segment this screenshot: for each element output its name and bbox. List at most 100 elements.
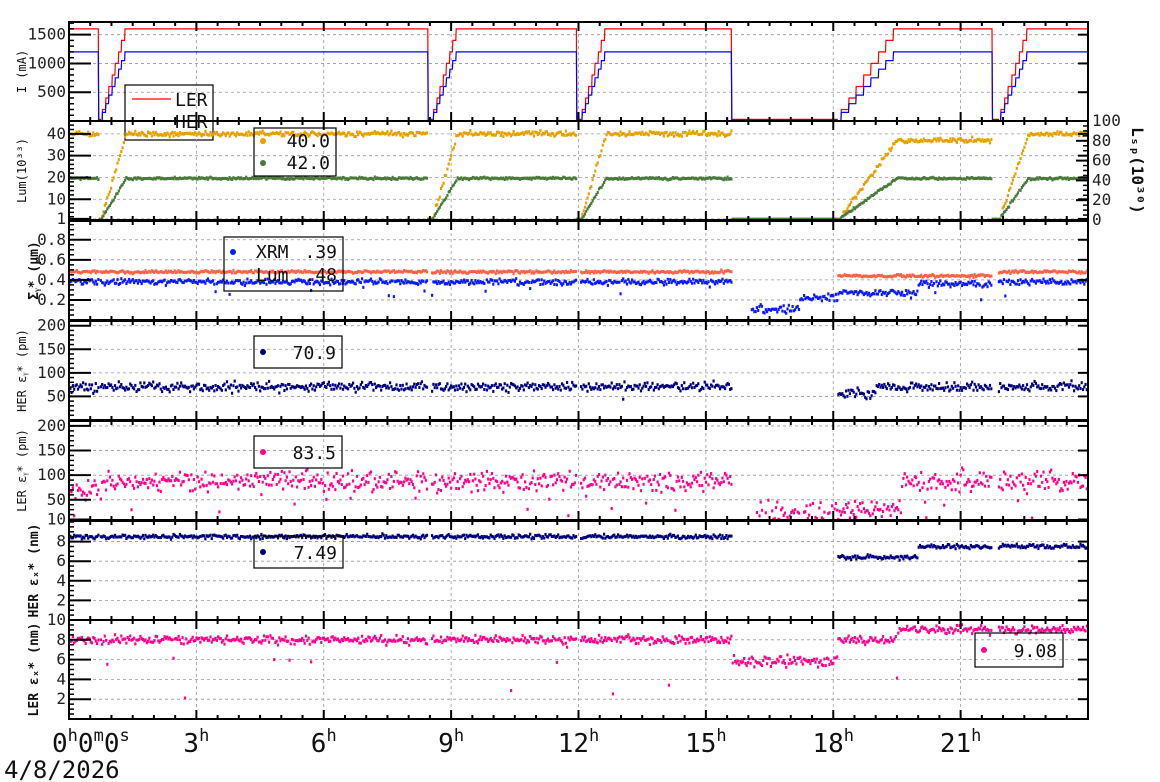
data-point-xrm	[527, 280, 530, 284]
data-point-lum	[169, 269, 173, 273]
data-point-ler	[567, 514, 570, 518]
data-point-her	[652, 388, 655, 392]
legend-marker	[230, 249, 236, 255]
data-point-ler	[354, 485, 357, 489]
data-point-ler	[83, 491, 86, 495]
data-point-lum	[343, 269, 346, 273]
data-point-lum	[224, 134, 227, 138]
data-point-lum	[447, 269, 450, 273]
data-point-lum	[96, 132, 99, 136]
data-point-lsp	[527, 177, 530, 181]
data-point-lum	[842, 210, 845, 214]
data-point-ler	[780, 508, 783, 512]
data-point-lsp	[330, 177, 333, 181]
data-point-lum	[564, 269, 567, 273]
data-point-ler	[706, 473, 709, 477]
data-point-lsp	[326, 176, 329, 180]
data-point-xrm	[362, 285, 365, 289]
data-point-lum	[107, 270, 110, 274]
data-point-her	[485, 388, 488, 392]
data-point-lsp	[107, 205, 110, 209]
data-point-her	[879, 385, 882, 389]
data-point-lum	[517, 133, 520, 136]
data-point-xrm	[447, 280, 450, 284]
data-point-xrm	[520, 281, 523, 285]
data-point-ler	[169, 479, 173, 483]
data-point-lum	[218, 133, 221, 137]
data-point-lum	[634, 131, 637, 135]
data-point-lum	[637, 270, 640, 274]
data-point-lum	[659, 133, 662, 136]
data-point-lsp	[176, 177, 179, 180]
data-point-lum	[357, 269, 360, 273]
data-point-lum	[283, 270, 286, 274]
data-point-ler	[586, 484, 589, 488]
data-point-xrm	[999, 279, 1002, 283]
data-point-lsp	[401, 176, 404, 180]
data-point-ler	[145, 478, 148, 481]
data-point-lsp	[881, 186, 885, 190]
data-point-her	[592, 387, 595, 391]
data-point-xrm	[960, 284, 964, 288]
data-point-xrm	[611, 281, 615, 285]
data-point-lum	[168, 270, 171, 274]
data-point-lsp	[647, 177, 650, 181]
data-point-lum	[694, 269, 697, 273]
data-point-xrm	[797, 308, 801, 311]
data-point-lsp	[238, 177, 241, 181]
data-point-xrm	[163, 278, 166, 282]
data-point-lsp	[902, 176, 905, 180]
data-point-lum	[543, 132, 546, 136]
data-point-lum	[555, 271, 558, 275]
data-point-ler	[403, 480, 406, 484]
data-point-lsp	[539, 176, 542, 180]
data-point-lum	[261, 270, 264, 274]
data-point-her	[697, 382, 700, 386]
data-point-xrm	[898, 291, 901, 295]
data-point-ler	[713, 481, 716, 485]
data-point-ler	[781, 506, 784, 510]
data-point-xrm	[456, 280, 459, 284]
data-point-lum	[964, 138, 967, 142]
data-point-lum	[712, 271, 715, 275]
data-point-lsp	[298, 176, 301, 180]
data-point-lsp	[955, 177, 958, 181]
data-point-xrm	[718, 280, 722, 283]
data-point-her	[903, 386, 906, 390]
data-point-ler	[152, 483, 155, 487]
data-point-lum	[693, 132, 696, 135]
data-point-her	[181, 384, 184, 388]
data-point-lum	[575, 269, 578, 273]
data-point-lum	[455, 270, 458, 274]
data-point-ler	[148, 477, 151, 481]
data-point-ler	[389, 487, 392, 490]
data-point-ler	[727, 481, 730, 485]
data-point-xrm	[204, 281, 207, 285]
data-point-lum	[371, 270, 374, 274]
data-point-xrm	[828, 298, 831, 302]
data-point-lum	[1056, 130, 1059, 134]
data-point-lum	[518, 271, 522, 275]
data-point-lum	[135, 270, 138, 274]
data-point-lum	[316, 134, 319, 138]
series-layer	[69, 466, 1088, 520]
data-point-lsp	[676, 176, 680, 180]
data-point-lsp	[499, 176, 502, 180]
data-point-ler	[627, 485, 630, 489]
data-point-xrm	[541, 282, 544, 286]
data-point-lum	[875, 274, 878, 278]
data-point-lum	[496, 269, 499, 273]
data-point-her	[172, 388, 175, 391]
data-point-xrm	[254, 281, 257, 285]
data-point-ler	[75, 483, 78, 487]
data-point-lum	[422, 131, 425, 135]
data-point-lum	[569, 269, 573, 273]
data-point-lum	[335, 132, 338, 136]
data-point-her	[162, 386, 165, 390]
data-point-lum	[655, 131, 658, 135]
data-point-xrm	[824, 297, 827, 300]
data-point-lum	[620, 269, 623, 273]
data-point-lum	[534, 130, 537, 134]
data-point-lsp	[721, 177, 724, 181]
data-point-lum	[494, 272, 497, 276]
